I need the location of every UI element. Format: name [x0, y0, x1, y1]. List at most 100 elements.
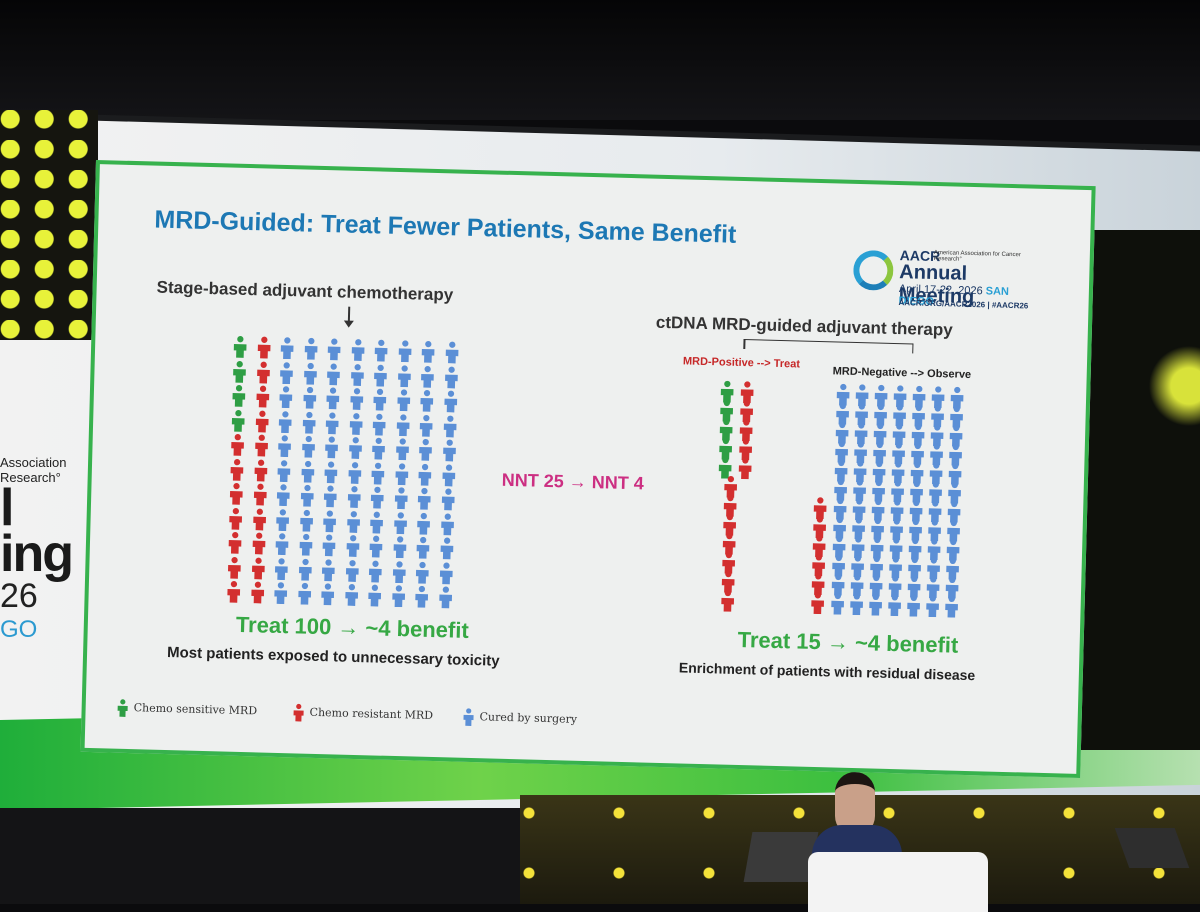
- resistant-person-icon: [722, 551, 736, 574]
- cured-person-icon: [872, 479, 885, 502]
- cured-person-icon: [419, 438, 432, 461]
- podium: [808, 852, 988, 912]
- cured-person-icon: [325, 411, 339, 434]
- cured-person-icon: [874, 403, 887, 426]
- cured-person-icon: [371, 462, 385, 485]
- person-icon: [463, 708, 474, 727]
- cured-person-icon: [443, 390, 457, 413]
- cured-person-icon: [832, 535, 846, 558]
- sensitive-person-icon: [720, 380, 734, 403]
- cured-person-icon: [347, 486, 361, 508]
- cured-person-icon: [854, 441, 867, 464]
- cured-person-icon: [444, 366, 458, 388]
- aacr-mark-icon: [852, 249, 894, 291]
- slide-title: MRD-Guided: Treat Fewer Patients, Same B…: [154, 205, 737, 249]
- cured-person-icon: [946, 557, 959, 580]
- backdrop-logo-big1: l: [0, 479, 14, 537]
- down-arrow-icon: [347, 306, 351, 323]
- cured-person-icon: [852, 498, 866, 521]
- cured-person-icon: [950, 386, 964, 409]
- cured-person-icon: [836, 383, 850, 406]
- resistant-person-icon: [721, 570, 735, 593]
- cured-person-icon: [392, 560, 406, 583]
- cured-person-icon: [280, 361, 293, 384]
- resistant-person-icon: [229, 507, 243, 530]
- cured-person-icon: [851, 536, 865, 559]
- cured-person-icon: [323, 485, 337, 508]
- cured-person-icon: [926, 576, 940, 599]
- cured-person-icon: [299, 509, 313, 532]
- cured-person-icon: [276, 508, 290, 531]
- cured-person-icon: [346, 510, 360, 533]
- cured-person-icon: [395, 438, 409, 461]
- resistant-person-icon: [813, 497, 827, 520]
- cured-person-icon: [442, 439, 456, 462]
- cured-person-icon: [304, 337, 317, 360]
- cured-person-icon: [912, 404, 925, 427]
- resistant-person-icon: [739, 438, 753, 461]
- resistant-person-icon: [257, 336, 271, 359]
- resistant-person-icon: [724, 475, 738, 498]
- cured-person-icon: [853, 479, 866, 502]
- cured-person-icon: [948, 481, 961, 504]
- backdrop-logo-line1: Association: [0, 455, 67, 470]
- resistant-person-icon: [811, 573, 825, 596]
- cured-person-icon: [445, 341, 458, 364]
- cured-person-icon: [871, 498, 885, 521]
- cured-person-icon: [910, 461, 924, 484]
- cured-person-icon: [893, 385, 907, 408]
- left-result: Treat 100 → ~4 benefit: [235, 611, 470, 643]
- cured-person-icon: [891, 480, 904, 503]
- cured-person-icon: [391, 585, 405, 608]
- cured-person-icon: [889, 556, 902, 579]
- resistant-person-icon: [722, 532, 736, 555]
- cured-person-icon: [873, 441, 886, 464]
- cured-person-icon: [947, 519, 960, 542]
- person-icon: [293, 703, 304, 722]
- right-result: Treat 15 → ~4 benefit: [737, 626, 959, 658]
- legend-label-resistant: Chemo resistant MRD: [309, 705, 434, 723]
- resistant-person-icon: [250, 581, 264, 604]
- cured-person-icon: [927, 557, 940, 580]
- cured-person-icon: [275, 533, 289, 556]
- resistant-person-icon: [255, 385, 269, 408]
- resistant-person-icon: [251, 557, 265, 579]
- cured-person-icon: [908, 556, 921, 579]
- resistant-person-icon: [254, 434, 268, 457]
- cured-person-icon: [851, 555, 864, 578]
- cured-person-icon: [929, 481, 942, 504]
- cured-person-icon: [834, 459, 848, 482]
- mrd-negative-grid: [808, 383, 994, 628]
- cured-person-icon: [930, 424, 944, 447]
- cured-person-icon: [947, 500, 961, 523]
- cured-person-icon: [854, 422, 868, 445]
- cured-person-icon: [835, 421, 849, 444]
- cured-person-icon: [420, 389, 434, 412]
- cured-person-icon: [890, 499, 904, 522]
- resistant-person-icon: [812, 535, 826, 558]
- cured-person-icon: [278, 435, 291, 458]
- cured-person-icon: [834, 478, 847, 501]
- resistant-person-icon: [740, 400, 754, 423]
- cured-person-icon: [370, 486, 384, 509]
- cured-person-icon: [373, 388, 387, 411]
- cured-person-icon: [374, 339, 388, 362]
- backdrop-logo-year: 26: [0, 577, 38, 615]
- presentation-slide: MRD-Guided: Treat Fewer Patients, Same B…: [80, 160, 1096, 778]
- resistant-person-icon: [253, 483, 267, 506]
- cured-person-icon: [345, 559, 359, 582]
- resistant-person-icon: [230, 458, 244, 481]
- cured-person-icon: [299, 533, 312, 556]
- cured-person-icon: [349, 412, 363, 435]
- cured-person-icon: [441, 488, 455, 511]
- split-bracket: [743, 339, 914, 355]
- backdrop-logo-line2: Research°: [0, 470, 61, 485]
- resistant-person-icon: [228, 556, 241, 579]
- cured-person-icon: [869, 593, 882, 616]
- cured-person-icon: [831, 573, 845, 596]
- cured-person-icon: [869, 574, 883, 597]
- cured-person-icon: [438, 586, 452, 609]
- cured-person-icon: [344, 584, 358, 606]
- cured-person-icon: [374, 364, 387, 387]
- cured-person-icon: [322, 534, 336, 557]
